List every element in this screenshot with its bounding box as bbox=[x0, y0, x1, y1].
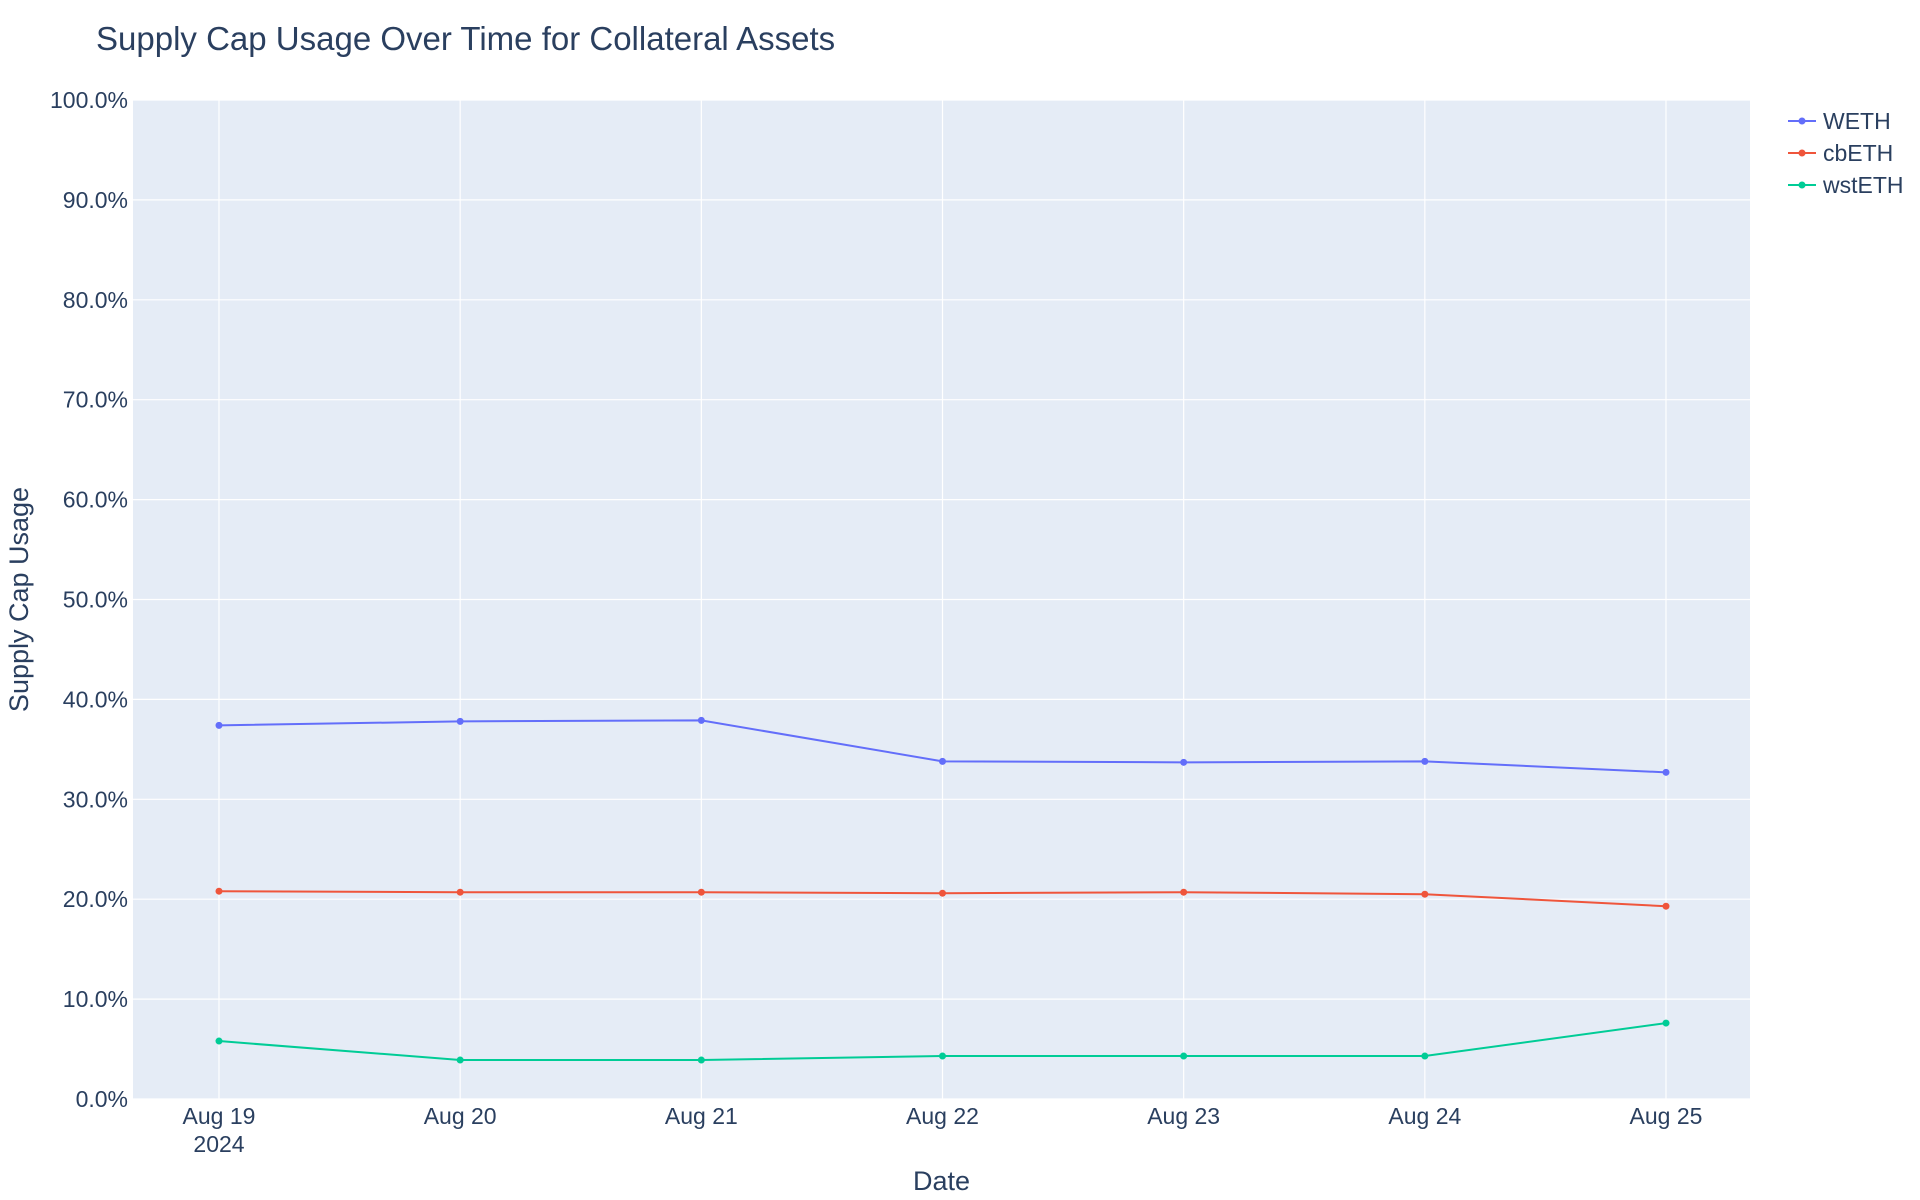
legend-item-weth[interactable]: WETH bbox=[1788, 108, 1891, 134]
y-tick-label: 80.0% bbox=[63, 287, 128, 313]
data-point-cbeth[interactable] bbox=[456, 888, 464, 896]
y-tick-label: 60.0% bbox=[63, 487, 128, 513]
data-point-cbeth[interactable] bbox=[1662, 902, 1670, 910]
data-point-weth[interactable] bbox=[215, 721, 223, 729]
data-point-wsteth[interactable] bbox=[456, 1056, 464, 1064]
series-weth bbox=[215, 716, 1670, 776]
legend-marker-swatch bbox=[1798, 117, 1806, 125]
data-point-cbeth[interactable] bbox=[1421, 890, 1429, 898]
data-point-wsteth[interactable] bbox=[939, 1052, 946, 1060]
data-point-cbeth[interactable] bbox=[1180, 888, 1188, 896]
legend-label: cbETH bbox=[1823, 140, 1893, 166]
series-layer bbox=[215, 716, 1670, 1064]
data-point-weth[interactable] bbox=[939, 757, 946, 765]
data-point-cbeth[interactable] bbox=[939, 889, 946, 897]
legend-item-wsteth[interactable]: wstETH bbox=[1788, 172, 1904, 198]
data-point-cbeth[interactable] bbox=[215, 887, 223, 895]
data-point-weth[interactable] bbox=[1662, 768, 1670, 776]
y-tick-label: 30.0% bbox=[63, 786, 128, 812]
legend[interactable]: WETH cbETH wstETH bbox=[1788, 108, 1904, 198]
x-tick-label: Aug 23 bbox=[1147, 1103, 1220, 1129]
data-point-wsteth[interactable] bbox=[697, 1056, 705, 1064]
y-tick-label: 0.0% bbox=[76, 1086, 128, 1112]
x-tick-label: Aug 22 bbox=[906, 1103, 979, 1129]
legend-label: WETH bbox=[1823, 108, 1891, 134]
data-point-weth[interactable] bbox=[456, 717, 464, 725]
data-point-cbeth[interactable] bbox=[697, 888, 705, 896]
y-tick-label: 20.0% bbox=[63, 886, 128, 912]
x-tick-label: Aug 25 bbox=[1630, 1103, 1703, 1129]
data-point-wsteth[interactable] bbox=[215, 1037, 223, 1045]
legend-marker-swatch bbox=[1798, 149, 1806, 157]
y-axis-title: Supply Cap Usage bbox=[4, 487, 34, 712]
x-tick-label: Aug 21 bbox=[665, 1103, 738, 1129]
y-tick-label: 10.0% bbox=[63, 986, 128, 1012]
y-tick-label: 100.0% bbox=[50, 87, 128, 113]
y-axis-ticks: 0.0% 10.0% 20.0% 30.0% 40.0% 50.0% 60.0% 70.0% 8… bbox=[50, 87, 128, 1112]
data-point-wsteth[interactable] bbox=[1662, 1019, 1670, 1027]
y-tick-label: 50.0% bbox=[63, 587, 128, 613]
y-tick-label: 70.0% bbox=[63, 387, 128, 413]
x-tick-label: Aug 24 bbox=[1388, 1103, 1461, 1129]
legend-marker-swatch bbox=[1798, 181, 1806, 189]
legend-label: wstETH bbox=[1822, 172, 1904, 198]
y-tick-label: 40.0% bbox=[63, 686, 128, 712]
data-point-weth[interactable] bbox=[1180, 758, 1188, 766]
series-wsteth bbox=[215, 1019, 1670, 1064]
data-point-weth[interactable] bbox=[697, 716, 705, 724]
data-point-weth[interactable] bbox=[1421, 757, 1429, 765]
x-axis-ticks: Aug 19 Aug 20 Aug 21 Aug 22 Aug 23 Aug 24 Aug … bbox=[183, 1103, 1703, 1157]
chart-title: Supply Cap Usage Over Time for Collatera… bbox=[96, 20, 835, 57]
x-tick-label: Aug 20 bbox=[424, 1103, 497, 1129]
x-tick-year-label: 2024 bbox=[193, 1131, 244, 1157]
x-axis-title: Date bbox=[913, 1166, 970, 1196]
series-cbeth bbox=[215, 887, 1670, 910]
data-point-wsteth[interactable] bbox=[1421, 1052, 1429, 1060]
grid-lines bbox=[133, 99, 1750, 1100]
y-tick-label: 90.0% bbox=[63, 187, 128, 213]
legend-item-cbeth[interactable]: cbETH bbox=[1788, 140, 1893, 166]
x-tick-label: Aug 19 bbox=[183, 1103, 256, 1129]
data-point-wsteth[interactable] bbox=[1180, 1052, 1188, 1060]
